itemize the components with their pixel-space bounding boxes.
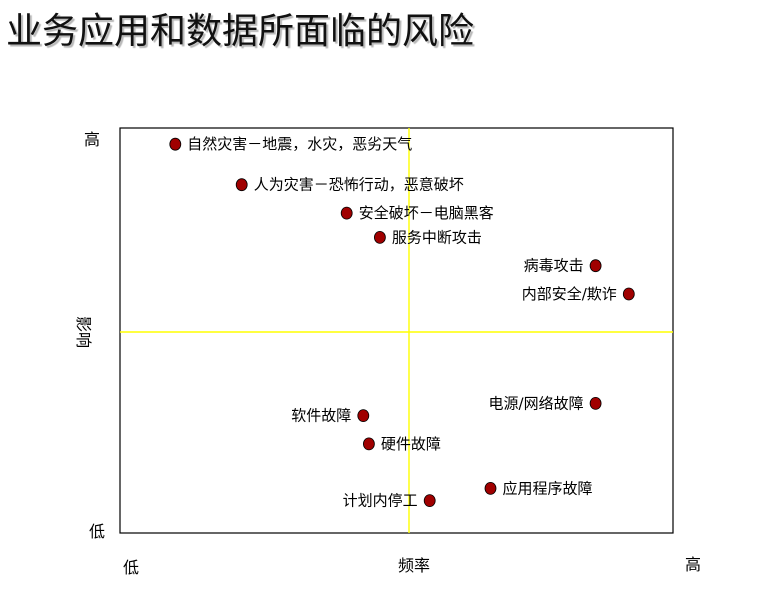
data-point-marker — [622, 287, 635, 301]
data-point-marker — [169, 137, 182, 151]
x-tick-low: 低 — [123, 558, 139, 577]
data-point-label: 服务中断攻击 — [392, 228, 482, 246]
data-point-label: 计划内停工 — [343, 492, 418, 510]
data-point-label: 硬件故障 — [381, 435, 441, 453]
data-point-marker — [357, 409, 370, 423]
data-point-label: 电源/网络故障 — [489, 394, 584, 412]
data-point-label: 自然灾害－地震，水灾，恶劣天气 — [187, 135, 412, 153]
data-point-marker — [235, 178, 248, 192]
x-tick-high: 高 — [685, 555, 701, 574]
data-point-label: 人为灾害－恐怖行动，恶意破坏 — [254, 176, 464, 194]
data-point-label: 应用程序故障 — [503, 479, 593, 497]
data-point-marker — [589, 259, 602, 273]
y-tick-high: 高 — [84, 130, 100, 149]
page-title: 业务应用和数据所面临的风险 — [6, 11, 475, 52]
plot-area — [119, 127, 674, 534]
y-tick-low: 低 — [89, 522, 105, 541]
data-point-marker — [484, 481, 497, 495]
data-point-marker — [340, 206, 353, 220]
data-point-label: 软件故障 — [291, 407, 351, 425]
data-point-marker — [373, 230, 386, 244]
data-point-label: 内部安全/欺诈 — [522, 285, 617, 303]
data-point-marker — [423, 494, 436, 508]
data-point-label: 病毒攻击 — [524, 257, 584, 275]
data-points: 自然灾害－地震，水灾，恶劣天气人为灾害－恐怖行动，恶意破坏安全破坏－电脑黑客服务… — [169, 135, 635, 510]
x-axis-title: 频率 — [398, 556, 430, 575]
data-point-label: 安全破坏－电脑黑客 — [359, 204, 494, 222]
data-point-marker — [362, 437, 375, 451]
data-point-marker — [589, 396, 602, 410]
y-axis-title: 影响 — [74, 316, 93, 348]
